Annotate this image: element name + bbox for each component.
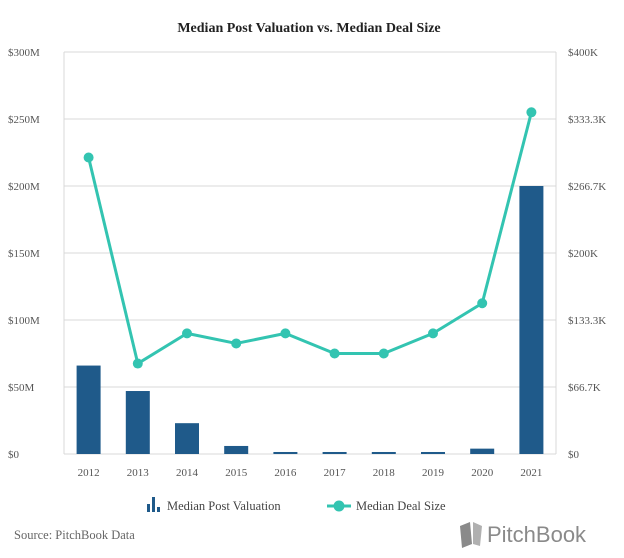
- x-tick-label: 2018: [373, 467, 396, 479]
- grid-lines: [63, 51, 557, 455]
- legend-item-bar[interactable]: Median Post Valuation: [147, 497, 281, 513]
- bar[interactable]: [175, 423, 199, 454]
- left-tick-label: $50M: [8, 382, 35, 394]
- chart-title: Median Post Valuation vs. Median Deal Si…: [177, 21, 440, 36]
- right-tick-label: $266.7K: [568, 181, 606, 193]
- bar[interactable]: [76, 365, 101, 454]
- bar[interactable]: [125, 391, 150, 454]
- line-point[interactable]: [329, 348, 340, 359]
- left-tick-label: $150M: [8, 248, 40, 260]
- x-tick-label: 2019: [422, 467, 445, 479]
- x-tick-label: 2015: [225, 467, 248, 479]
- bar[interactable]: [371, 451, 396, 454]
- line-path: [87, 111, 533, 366]
- right-axis-ticks: $0 $66.7K $133.3K $200K $266.7K $333.3K $400K: [568, 47, 606, 461]
- x-tick-label: 2013: [127, 467, 150, 479]
- x-tick-label: 2020: [471, 467, 494, 479]
- line-point[interactable]: [132, 358, 143, 369]
- line-marker-icon: [327, 500, 351, 512]
- right-tick-label: $0: [568, 449, 580, 461]
- left-tick-label: $250M: [8, 114, 40, 126]
- line-point[interactable]: [378, 348, 389, 359]
- brand-name: PitchBook: [487, 522, 587, 547]
- right-tick-label: $333.3K: [568, 114, 606, 126]
- bar[interactable]: [519, 186, 544, 454]
- line-point[interactable]: [477, 298, 488, 309]
- right-tick-label: $200K: [568, 248, 598, 260]
- left-tick-label: $200M: [8, 181, 40, 193]
- x-tick-label: 2016: [274, 467, 297, 479]
- right-tick-label: $66.7K: [568, 382, 601, 394]
- right-tick-label: $400K: [568, 47, 598, 59]
- line-point[interactable]: [231, 338, 242, 349]
- bar-chart-icon: [147, 497, 160, 512]
- bar[interactable]: [322, 451, 347, 454]
- bar[interactable]: [224, 445, 249, 454]
- x-tick-label: 2014: [176, 467, 199, 479]
- bar-series: [76, 186, 544, 454]
- legend-item-line[interactable]: Median Deal Size: [327, 499, 446, 513]
- bar[interactable]: [470, 448, 495, 454]
- line-point[interactable]: [428, 328, 438, 339]
- legend-label-line: Median Deal Size: [356, 499, 446, 513]
- x-tick-label: 2021: [520, 467, 542, 479]
- line-point[interactable]: [182, 328, 192, 339]
- source-note: Source: PitchBook Data: [14, 528, 135, 542]
- line-point[interactable]: [526, 107, 537, 118]
- x-tick-label: 2012: [78, 467, 100, 479]
- left-tick-label: $0: [8, 449, 20, 461]
- line-point[interactable]: [280, 328, 291, 339]
- right-tick-label: $133.3K: [568, 315, 606, 327]
- line-series: [83, 107, 537, 369]
- bar[interactable]: [273, 451, 298, 454]
- x-axis-ticks: 2012 2013 2014 2015 2016 2017 2018 2019 2020 2021: [78, 467, 543, 479]
- left-tick-label: $100M: [8, 315, 40, 327]
- pitchbook-logo: PitchBook: [460, 522, 587, 548]
- left-tick-label: $300M: [8, 47, 40, 59]
- pitchbook-logo-icon: [460, 522, 482, 548]
- legend-label-bar: Median Post Valuation: [167, 499, 281, 513]
- left-axis-ticks: $0 $50M $100M $150M $200M $250M $300M: [8, 47, 40, 461]
- legend: Median Post Valuation Median Deal Size: [147, 497, 446, 513]
- x-tick-label: 2017: [324, 467, 347, 479]
- line-point[interactable]: [83, 152, 94, 163]
- bar[interactable]: [421, 451, 445, 454]
